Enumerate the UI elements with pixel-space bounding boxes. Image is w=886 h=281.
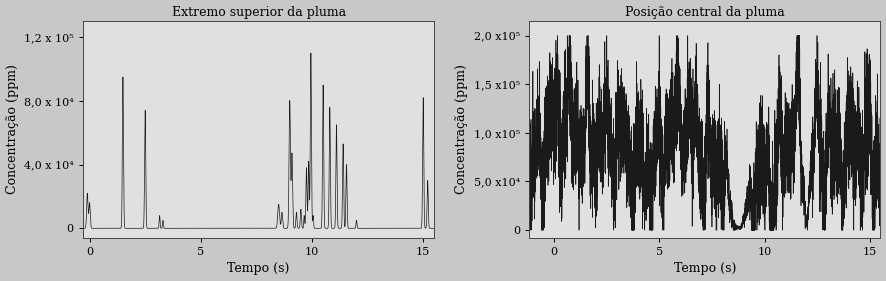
Y-axis label: Concentração (ppm): Concentração (ppm)	[5, 65, 19, 194]
Y-axis label: Concentração (ppm): Concentração (ppm)	[455, 65, 468, 194]
Title: Posição central da pluma: Posição central da pluma	[625, 6, 785, 19]
X-axis label: Tempo (s): Tempo (s)	[228, 262, 290, 275]
Title: Extremo superior da pluma: Extremo superior da pluma	[172, 6, 346, 19]
X-axis label: Tempo (s): Tempo (s)	[673, 262, 736, 275]
